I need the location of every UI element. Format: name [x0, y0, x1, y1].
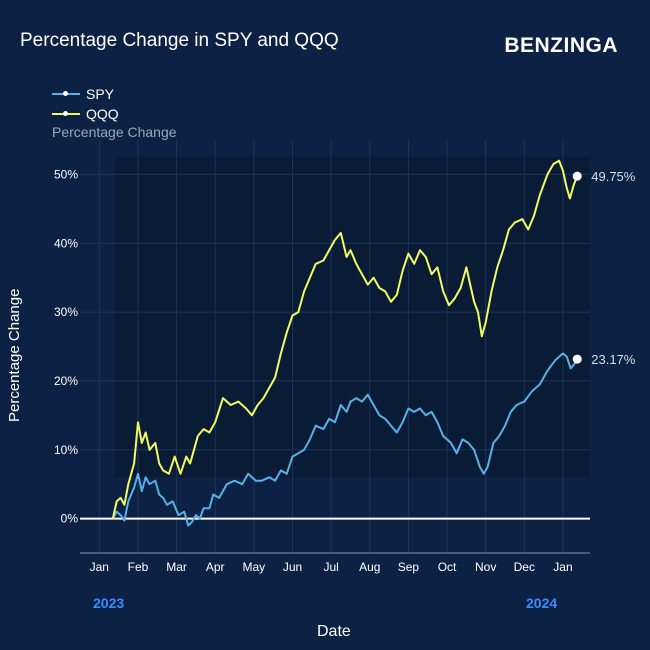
- x-tick-label: May: [243, 560, 266, 574]
- x-tick-label: Mar: [166, 560, 187, 574]
- x-tick-label: Oct: [438, 560, 457, 574]
- chart-legend: SPY QQQ: [52, 84, 119, 124]
- legend-item-qqq[interactable]: QQQ: [52, 104, 119, 124]
- end-value-label-spy: 23.17%: [591, 352, 636, 367]
- x-tick-label: Dec: [514, 560, 535, 574]
- y-tick-label: 10%: [54, 443, 78, 457]
- x-tick-label: Jun: [283, 560, 302, 574]
- chart-title: Percentage Change in SPY and QQQ: [20, 30, 339, 51]
- legend-label-qqq: QQQ: [86, 106, 119, 122]
- plot-shaded-area: [114, 157, 590, 478]
- year-label-end: 2024: [526, 595, 558, 611]
- chart-subtitle: Percentage Change: [52, 124, 177, 140]
- end-value-label-qqq: 49.75%: [591, 169, 636, 184]
- x-tick-label: Nov: [475, 560, 496, 574]
- legend-swatch-spy-icon: [52, 91, 80, 96]
- year-label-start: 2023: [93, 595, 125, 611]
- benzinga-logo: BENZINGA: [504, 34, 618, 57]
- x-tick-label: Jan: [90, 560, 109, 574]
- x-tick-label: Aug: [359, 560, 380, 574]
- x-tick-label: Jul: [323, 560, 338, 574]
- legend-item-spy[interactable]: SPY: [52, 84, 119, 104]
- x-tick-label: Feb: [128, 560, 149, 574]
- y-tick-label: 50%: [54, 167, 78, 181]
- x-tick-label: Apr: [206, 560, 225, 574]
- x-axis-title: Date: [317, 623, 351, 640]
- y-tick-label: 30%: [54, 305, 78, 319]
- y-tick-label: 0%: [61, 512, 79, 526]
- legend-label-spy: SPY: [86, 86, 115, 102]
- y-tick-label: 40%: [54, 236, 78, 250]
- series-line-qqq[interactable]: [111, 159, 579, 519]
- y-tick-label: 20%: [54, 374, 78, 388]
- end-marker-qqq: [572, 171, 582, 181]
- series-line-spy[interactable]: [111, 352, 579, 527]
- legend-swatch-qqq-icon: [52, 111, 80, 116]
- x-tick-label: Jan: [553, 560, 572, 574]
- end-marker-spy: [572, 354, 582, 364]
- x-tick-label: Sep: [398, 560, 420, 574]
